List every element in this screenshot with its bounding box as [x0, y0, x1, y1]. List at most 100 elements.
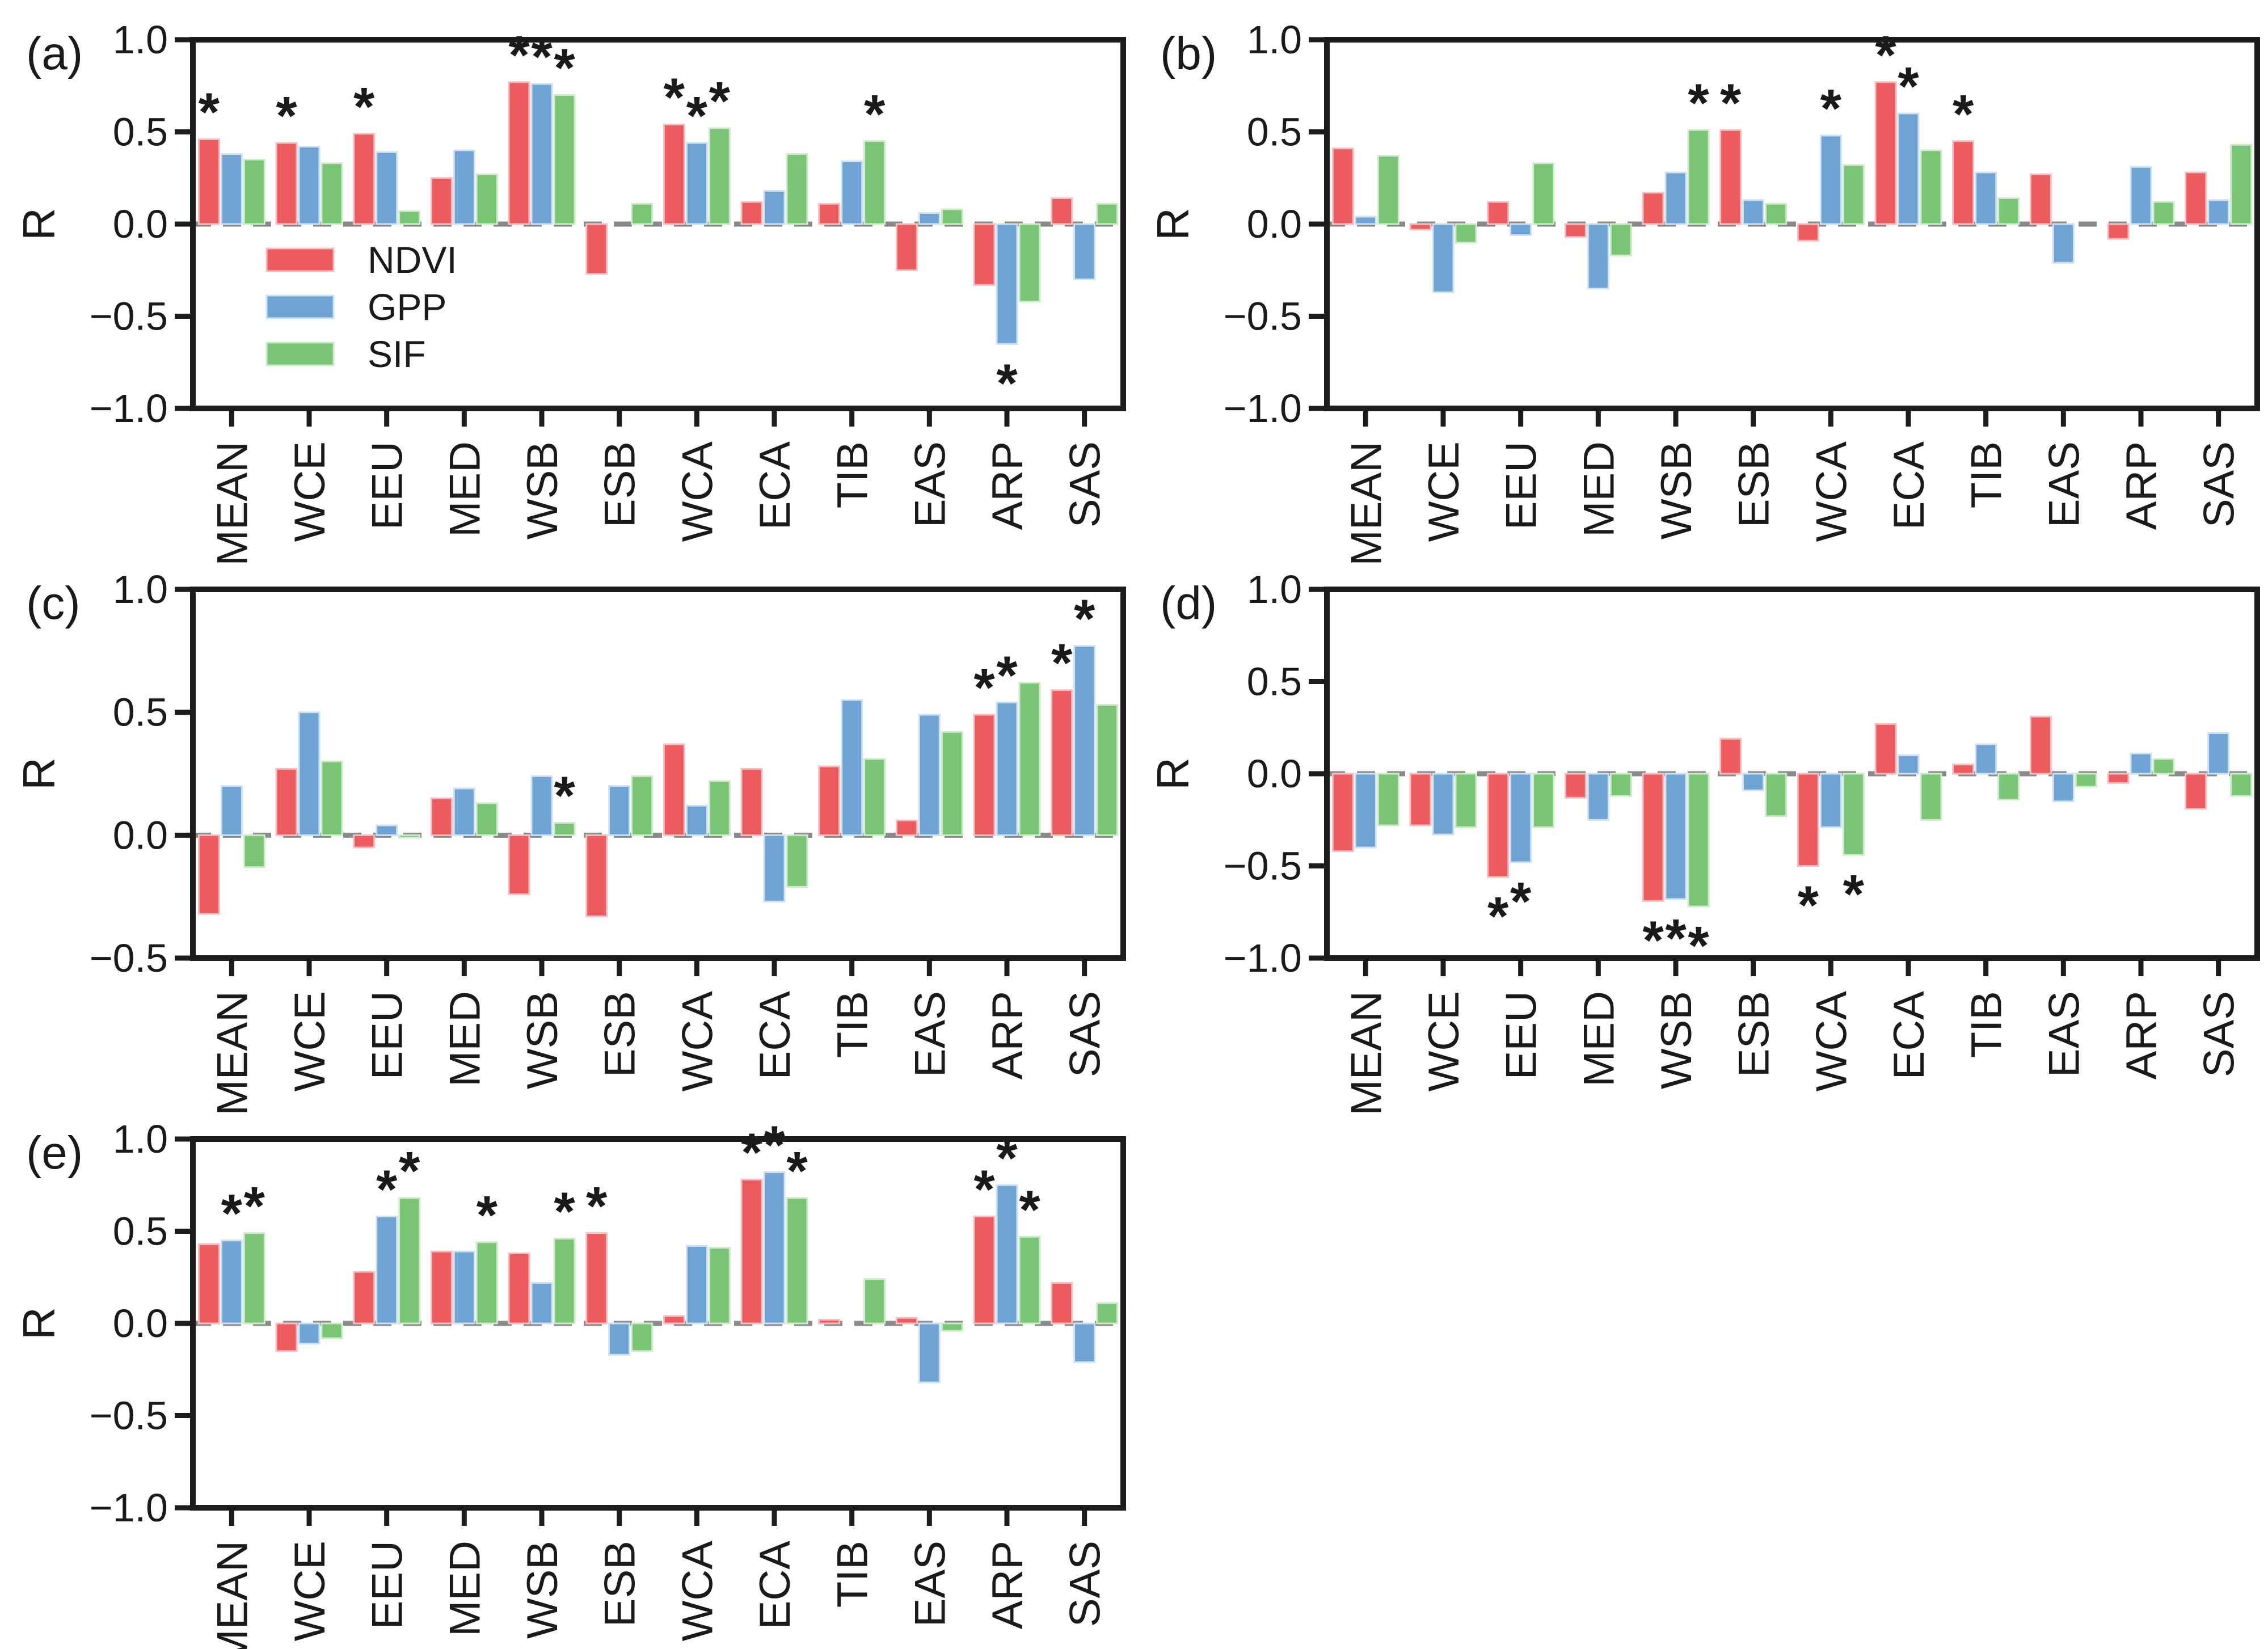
sig-star-e-GPP-EEU: * [376, 1159, 398, 1220]
panel-c-xlabel-MED: MED [441, 991, 489, 1087]
bar-a-NDVI-SAS [1051, 197, 1073, 225]
bar-d-SIF-MED [1609, 773, 1632, 797]
bar-a-NDVI-MED [430, 177, 453, 225]
panel-d-yticklabel-1.0: 1.0 [1247, 567, 1302, 611]
panel-a-yticklabel-0.5: 0.5 [113, 110, 168, 154]
panel-b-xlabel-MED: MED [1575, 441, 1623, 537]
legend-swatch-NDVI [265, 247, 335, 272]
bar-b-GPP-WSB [1664, 171, 1687, 225]
panel-e-xlabel-ESB: ESB [596, 1541, 644, 1627]
panel-a-ylabel: R [14, 208, 64, 241]
bar-e-SIF-SAS [1096, 1302, 1119, 1325]
bar-a-SIF-WSB [553, 94, 576, 225]
panel-b-yticklabel-0.0: 0.0 [1247, 202, 1302, 246]
bar-c-SIF-WSB [553, 822, 576, 836]
sig-star-a-GPP-WSB: * [531, 27, 553, 87]
bar-e-SIF-MED [475, 1241, 498, 1325]
bar-e-GPP-ECA [763, 1171, 786, 1325]
bar-c-NDVI-TIB [818, 765, 841, 836]
bar-c-SIF-MED [475, 802, 498, 836]
bar-d-SIF-MEAN [1377, 773, 1399, 826]
panel-e-xlabel-ARP: ARP [984, 1541, 1032, 1629]
bar-e-NDVI-SAS [1051, 1282, 1073, 1325]
bar-d-NDVI-WSB [1642, 773, 1664, 902]
bar-a-SIF-EAS [941, 208, 963, 225]
panel-d-yticklabel-0.0: 0.0 [1247, 752, 1302, 796]
panel-e-frame [190, 1136, 1126, 1511]
bar-b-GPP-SAS [2207, 199, 2230, 225]
bar-e-SIF-ARP [1018, 1235, 1041, 1325]
sig-star-a-SIF-WCA: * [709, 71, 731, 132]
bar-b-GPP-TIB [1975, 171, 1997, 225]
sig-star-b-NDVI-ECA: * [1875, 25, 1896, 86]
panel-c-frame [190, 587, 1126, 961]
bar-b-SIF-SAS [2230, 144, 2253, 225]
bar-c-SIF-MEAN [243, 834, 265, 868]
bar-d-NDVI-MEAN [1331, 773, 1354, 852]
bar-b-SIF-TIB [1997, 197, 2020, 225]
panel-a-xlabel-MED: MED [441, 441, 489, 537]
bar-d-SIF-TIB [1997, 773, 2020, 800]
panel-b: (b)R1.00.50.0−0.5−1.0**** **MEAN WCE EEU MED… [1148, 18, 2260, 566]
bar-b-GPP-MED [1587, 223, 1609, 290]
bar-e-SIF-ECA [786, 1197, 808, 1325]
panel-d-yticklabel-0.5: 0.5 [1247, 660, 1302, 704]
bar-a-NDVI-WCA [663, 124, 685, 225]
bar-c-NDVI-ARP [973, 714, 996, 836]
sig-star-e-GPP-MEAN: * [221, 1183, 243, 1244]
bar-c-GPP-EAS [918, 714, 941, 836]
panel-d-frame [1324, 587, 2260, 961]
panel-b-xlabel-ESB: ESB [1730, 441, 1778, 528]
sig-star-b-GPP-ECA: * [1898, 56, 1919, 117]
panel-d-yticklabel-−1.0: −1.0 [1224, 936, 1302, 980]
bar-c-GPP-ESB [608, 785, 631, 836]
panel-b-xlabel-EEU: EEU [1498, 441, 1546, 530]
panel-d-xlabel-SAS: SAS [2195, 991, 2244, 1077]
panel-c-label: (c) [26, 577, 81, 629]
panel-d-xlabel-ECA: ECA [1885, 991, 1933, 1080]
bar-b-SIF-MEAN [1377, 155, 1399, 225]
bar-c-SIF-ECA [786, 834, 808, 888]
bar-e-GPP-WCA [685, 1245, 708, 1325]
bar-b-SIF-MED [1609, 223, 1632, 256]
bar-e-SIF-EEU [398, 1197, 421, 1325]
bar-c-SIF-WCE [321, 760, 343, 836]
sig-star-b-NDVI-TIB: * [1953, 84, 1974, 145]
panel-e-yticklabel-−1.0: −1.0 [90, 1486, 168, 1530]
panel-a: (a)R1.00.50.0−0.5−1.0* * ******** *MEAN WCE E… [14, 18, 1126, 566]
bar-b-NDVI-TIB [1952, 140, 1975, 225]
bar-e-GPP-SAS [1073, 1322, 1096, 1363]
bar-e-SIF-EAS [941, 1322, 963, 1332]
bar-a-NDVI-ARP [973, 223, 996, 286]
panel-e-xlabel-SAS: SAS [1061, 1541, 1110, 1627]
sig-star-e-NDVI-ARP: * [973, 1159, 995, 1220]
bar-d-NDVI-WCA [1797, 773, 1819, 867]
bar-a-GPP-MEAN [220, 153, 243, 225]
panel-c-yticklabel-0.5: 0.5 [113, 690, 168, 735]
bar-e-GPP-MED [453, 1250, 475, 1325]
panel-d: (d)R1.00.50.0−0.5−1.0* **** **MEAN WCE EEU ME… [1148, 567, 2260, 1116]
bar-e-NDVI-WCA [663, 1315, 685, 1325]
panel-e-ylabel: R [14, 1307, 64, 1340]
sig-star-e-SIF-EEU: * [399, 1141, 420, 1201]
panel-a-xlabel-SAS: SAS [1061, 441, 1110, 528]
bar-e-SIF-MEAN [243, 1232, 265, 1325]
bar-c-NDVI-SAS [1051, 689, 1073, 836]
bar-d-GPP-ESB [1742, 773, 1765, 791]
sig-star-e-NDVI-ECA: * [741, 1123, 762, 1183]
legend-label-SIF: SIF [368, 333, 426, 375]
bar-b-SIF-ESB [1765, 203, 1788, 225]
bar-b-GPP-WCA [1819, 134, 1842, 225]
bar-c-NDVI-WSB [508, 834, 530, 895]
sig-star-e-SIF-MED: * [477, 1185, 498, 1246]
bar-b-NDVI-ARP [2107, 223, 2130, 240]
panel-e-yticklabel-−0.5: −0.5 [90, 1394, 168, 1438]
bar-c-SIF-SAS [1096, 704, 1119, 836]
panel-b-xlabel-SAS: SAS [2195, 441, 2244, 528]
bar-a-GPP-ARP [996, 223, 1018, 345]
sig-star-a-NDVI-WSB: * [508, 25, 530, 86]
panel-a-yticklabel-1.0: 1.0 [113, 18, 168, 62]
bar-a-NDVI-WSB [508, 81, 530, 225]
panel-b-xlabel-TIB: TIB [1963, 441, 2011, 508]
